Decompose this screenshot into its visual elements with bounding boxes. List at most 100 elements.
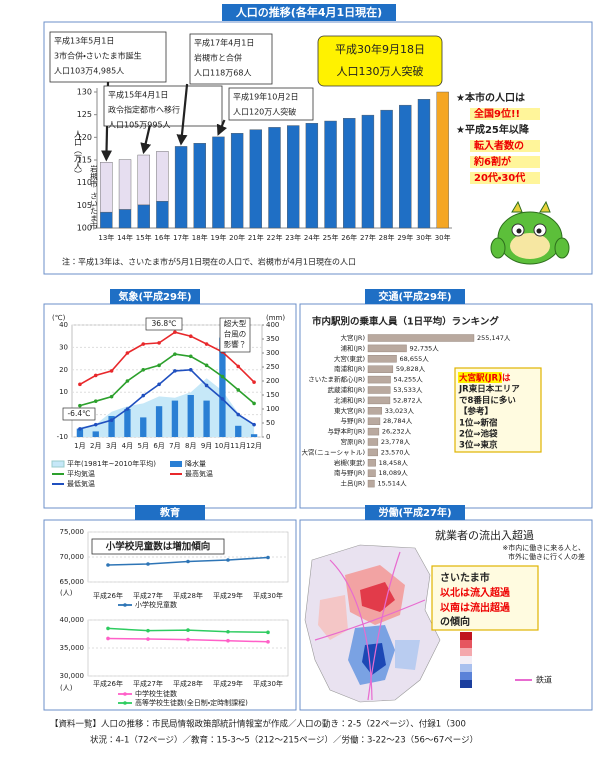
map-note: ※市内に働きに来る人と、 — [502, 543, 585, 552]
y-unit: (人) — [60, 684, 73, 692]
bar — [118, 209, 132, 229]
y2-tick-label: 400 — [266, 321, 279, 329]
x-tick-label: 13年 — [98, 233, 114, 242]
y-tick-label: 130 — [77, 88, 92, 97]
legend-swatch — [123, 603, 127, 607]
y-tick-label: 120 — [77, 133, 92, 142]
point — [186, 559, 190, 564]
fact-text: 約6割が — [473, 155, 512, 168]
point — [204, 342, 209, 346]
bar — [361, 114, 375, 229]
bar — [92, 431, 99, 437]
fact-highlight — [470, 172, 540, 184]
value-label: 68,655人 — [400, 355, 430, 363]
y2-tick-label: 350 — [266, 335, 279, 343]
point — [109, 394, 114, 399]
point — [78, 427, 82, 431]
point — [226, 638, 230, 643]
bar — [324, 120, 337, 229]
legend-swatch — [123, 692, 127, 696]
annotation-text: -6.4℃ — [67, 409, 90, 418]
point — [146, 562, 150, 566]
bar — [343, 118, 356, 229]
labor-callout: 以南は流出超過 — [440, 601, 510, 614]
point — [188, 334, 193, 339]
y2-tick-label: 250 — [266, 363, 279, 371]
legend-label: 最高気温 — [185, 469, 213, 478]
value-label: 52,872人 — [393, 396, 423, 404]
banner — [365, 505, 465, 520]
point — [141, 342, 146, 346]
point — [266, 640, 270, 644]
y-tick-label: 武蔵浦和(JR) — [327, 385, 365, 394]
point — [78, 382, 82, 387]
annotation-text: 超大型 — [224, 318, 247, 328]
line — [79, 353, 255, 407]
bar — [367, 396, 391, 405]
fact-text: 全国9位!! — [474, 107, 520, 120]
annotation-text: 人口105万995人 — [108, 121, 171, 130]
point — [173, 369, 177, 373]
point — [106, 636, 110, 641]
line — [79, 368, 255, 430]
annotation-arrow — [176, 83, 189, 146]
highlight-text: 人口130万人突破 — [337, 64, 424, 78]
bar — [367, 355, 397, 363]
y-tick-label: 土呂(JR) — [340, 479, 365, 488]
x-tick-label: 21年 — [248, 233, 264, 242]
y-tick-label: 10 — [59, 388, 68, 396]
annotation-box — [228, 87, 314, 121]
bar — [249, 129, 262, 229]
x-tick-label: 平成27年 — [133, 591, 163, 600]
annotation-text: 平成19年10月2日 — [233, 92, 298, 102]
y-tick-label: 110 — [77, 178, 92, 187]
y2-tick-label: 100 — [266, 405, 279, 413]
fact-highlight — [470, 156, 540, 168]
source-line: 【資料一覧】人口の推移：市民局情報政策部統計情報室が作成／人口の動き：2-5（2… — [50, 719, 466, 730]
callout-text: 1位⇒新宿 — [459, 417, 498, 428]
x-tick-label: 1月 — [74, 442, 85, 450]
y-tick-label: 30,000 — [60, 672, 85, 680]
annotation-text: 影響？ — [224, 339, 247, 349]
point — [226, 558, 230, 562]
bar — [250, 434, 258, 437]
y-tick-label: 40 — [59, 321, 68, 329]
x-tick-label: 22年 — [267, 233, 283, 242]
fact-text: 転入者数の — [474, 139, 524, 152]
y-tick-label: 北浦和(JR) — [334, 395, 365, 404]
value-label: 54,255人 — [394, 376, 424, 384]
bar — [193, 143, 206, 229]
bar — [230, 133, 244, 229]
point — [78, 403, 82, 408]
mascot — [490, 200, 570, 265]
bar — [187, 395, 194, 437]
fact-highlight — [470, 140, 540, 152]
annotation-text: 平成17年4月1日 — [194, 38, 254, 48]
x-tick-label: 平成30年 — [253, 591, 283, 600]
point — [109, 418, 114, 423]
point — [141, 368, 146, 372]
bar — [137, 204, 150, 229]
chart-subtitle: 小学校児童数は増加傾向 — [105, 541, 211, 553]
bar — [268, 127, 281, 229]
labor-callout-box — [431, 565, 539, 631]
legend-label: 平均気温 — [67, 469, 95, 478]
y-tick-label: さいたま新都心(JR) — [308, 375, 365, 384]
point — [157, 363, 161, 368]
bar — [367, 469, 376, 477]
bar — [367, 438, 379, 446]
x-tick-label: 4月 — [122, 442, 133, 450]
bar — [155, 406, 163, 437]
x-tick-label: 12月 — [246, 442, 262, 450]
note: 注：平成13年は、さいたま市が5月1日現在の人口で、岩槻市が4月1日現在の人口 — [62, 257, 356, 267]
y2-tick-label: 300 — [266, 349, 279, 357]
legend-label: 高等学校生徒数(全日制・定時制課程) — [135, 698, 248, 707]
y-tick-label: 115 — [77, 156, 92, 165]
y-tick-label: 浦和(JR) — [340, 343, 365, 352]
x-tick-label: 9月 — [201, 442, 212, 450]
x-tick-label: 平成28年 — [173, 679, 203, 688]
fact-text: ★本市の人口は — [456, 91, 525, 104]
y-tick-label: 大宮(JR) — [340, 333, 365, 342]
highlight-box — [317, 35, 443, 87]
bar — [203, 400, 210, 437]
